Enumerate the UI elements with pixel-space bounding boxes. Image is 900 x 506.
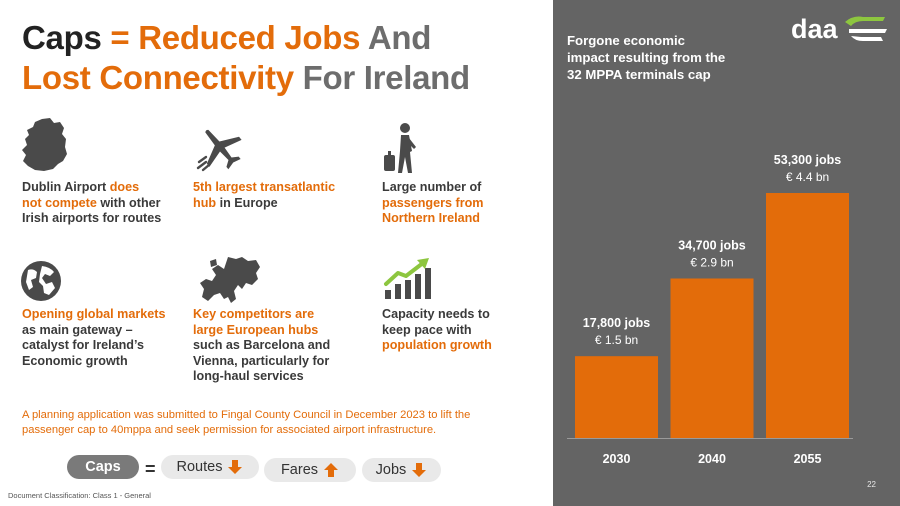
ireland-map-icon bbox=[22, 118, 67, 171]
bar-2040 bbox=[670, 278, 754, 438]
title-reduced-jobs: Reduced Jobs bbox=[138, 19, 361, 56]
title-for-ireland: For Ireland bbox=[302, 59, 471, 96]
feature-transatlantic-hub: 5th largest transatlantic hub in Europe bbox=[193, 180, 343, 211]
growth-chart-icon bbox=[384, 258, 431, 299]
daa-logo: daa bbox=[791, 14, 889, 49]
document-classification: Document Classification: Class 1 - Gener… bbox=[8, 491, 151, 500]
jobs-label: Jobs bbox=[375, 462, 407, 478]
feature-text: Dublin Airport bbox=[22, 180, 110, 194]
x-tick-label: 2055 bbox=[794, 452, 822, 466]
data-label-jobs: 53,300 jobs bbox=[774, 153, 841, 167]
jobs-pill: Jobs bbox=[362, 458, 441, 482]
fares-label: Fares bbox=[280, 462, 319, 478]
feature-ni-passengers: Large number of passengers from Northern… bbox=[382, 180, 492, 227]
feature-text: Large number of bbox=[382, 180, 482, 194]
arrow-up-icon bbox=[324, 463, 339, 477]
jobs-bar-chart: 17,800 jobs € 1.5 bn 2030 34,700 jobs € 2.9 … bbox=[567, 153, 853, 466]
feature-european-hubs: Key competitors are large European hubs … bbox=[193, 307, 343, 385]
bar-2055 bbox=[766, 193, 849, 438]
feature-text: as main gateway – catalyst for Ireland’s… bbox=[22, 322, 145, 368]
routes-label: Routes bbox=[176, 459, 223, 475]
traveller-icon bbox=[384, 123, 416, 173]
page-title: Caps = Reduced Jobs And Lost Connectivit… bbox=[22, 18, 542, 98]
equals-sign: = bbox=[145, 459, 156, 479]
feature-highlight: does not compete bbox=[22, 180, 140, 210]
caps-pill: Caps bbox=[67, 455, 139, 479]
routes-pill: Routes bbox=[161, 455, 259, 479]
arrow-down-icon bbox=[412, 463, 427, 477]
feature-text: Capacity needs to keep pace with bbox=[382, 307, 490, 337]
title-equals: = bbox=[110, 19, 130, 56]
feature-highlight: passengers from Northern Ireland bbox=[382, 195, 484, 226]
chart-title: Forgone economic impact resulting from t… bbox=[567, 33, 726, 82]
feature-highlight: Opening global markets bbox=[22, 307, 166, 321]
page-number: 22 bbox=[867, 480, 876, 489]
bar-2030 bbox=[575, 356, 658, 438]
feature-highlight: 5th largest transatlantic hub bbox=[193, 180, 336, 210]
data-label-value: € 1.5 bn bbox=[595, 333, 638, 347]
feature-highlight: population growth bbox=[382, 338, 492, 353]
x-tick-label: 2040 bbox=[698, 452, 726, 466]
feature-highlight: Key competitors are large European hubs bbox=[193, 307, 319, 337]
feature-text: in Europe bbox=[216, 195, 278, 210]
data-label-value: € 2.9 bn bbox=[690, 255, 733, 269]
title-lost-connectivity: Lost Connectivity bbox=[22, 59, 294, 96]
x-tick-label: 2030 bbox=[603, 452, 631, 466]
arrow-down-icon bbox=[228, 460, 243, 474]
feature-global-markets: Opening global markets as main gateway –… bbox=[22, 307, 170, 369]
feature-text: such as Barcelona and Vienna, particular… bbox=[193, 338, 331, 384]
title-caps: Caps bbox=[22, 19, 102, 56]
title-and: And bbox=[367, 19, 432, 56]
globe-icon bbox=[21, 261, 61, 301]
europe-map-icon bbox=[200, 257, 260, 303]
caps-label: Caps bbox=[85, 459, 121, 475]
svg-text:daa: daa bbox=[791, 14, 839, 44]
feature-text: with other Irish airports for routes bbox=[22, 195, 162, 226]
data-label-jobs: 34,700 jobs bbox=[678, 238, 745, 252]
daa-logo-icon: daa bbox=[791, 14, 887, 44]
data-label-value: € 4.4 bn bbox=[786, 170, 829, 184]
data-label-jobs: 17,800 jobs bbox=[583, 316, 650, 330]
feature-dublin-compete: Dublin Airport does not compete with oth… bbox=[22, 180, 162, 227]
feature-capacity-growth: Capacity needs to keep pace with populat… bbox=[382, 307, 507, 354]
airplane-icon bbox=[196, 129, 242, 172]
planning-note: A planning application was submitted to … bbox=[22, 409, 471, 436]
chart-panel: Forgone economic impact resulting from t… bbox=[553, 0, 900, 506]
fares-pill: Fares bbox=[264, 458, 356, 482]
